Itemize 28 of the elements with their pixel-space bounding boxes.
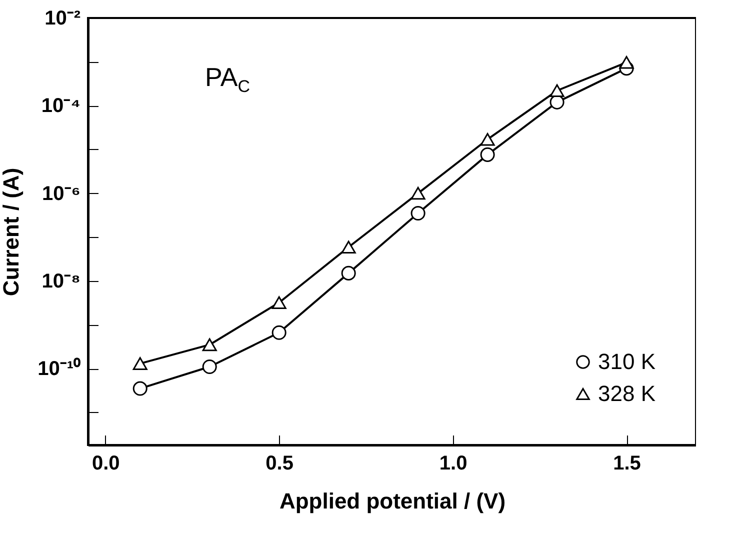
point (341, 240, 356, 254)
point (272, 296, 286, 309)
point (410, 206, 426, 221)
annotation: PA$_{C}$ (205, 62, 250, 98)
x-tick-label: 1.0 (439, 452, 468, 474)
y-tick-label: 10⁻⁸ (42, 270, 80, 292)
point (619, 56, 634, 69)
y-tick-label: 10⁻¹⁰ (38, 357, 80, 380)
legend-label: 328 K (598, 381, 656, 406)
point (132, 381, 148, 396)
legend-label: 310 K (598, 349, 656, 374)
point (480, 132, 495, 146)
point (410, 186, 426, 200)
point (202, 338, 217, 352)
x-axis-title: Applied potential / (V) (279, 488, 506, 514)
y-tick-label: 10⁻² (44, 8, 81, 30)
x-tick-label: 0.0 (92, 452, 120, 474)
y-axis-title: Current / (A) (0, 168, 24, 296)
point (550, 84, 564, 98)
point (132, 357, 148, 370)
point (341, 266, 356, 280)
point (202, 359, 217, 374)
x-tick-label: 1.5 (613, 452, 641, 474)
point (272, 325, 286, 340)
y-tick-label: 10⁻⁴ (41, 95, 80, 118)
y-tick-label: 10⁻⁶ (42, 182, 80, 205)
x-tick-label: 0.5 (266, 452, 294, 474)
point (480, 147, 495, 162)
